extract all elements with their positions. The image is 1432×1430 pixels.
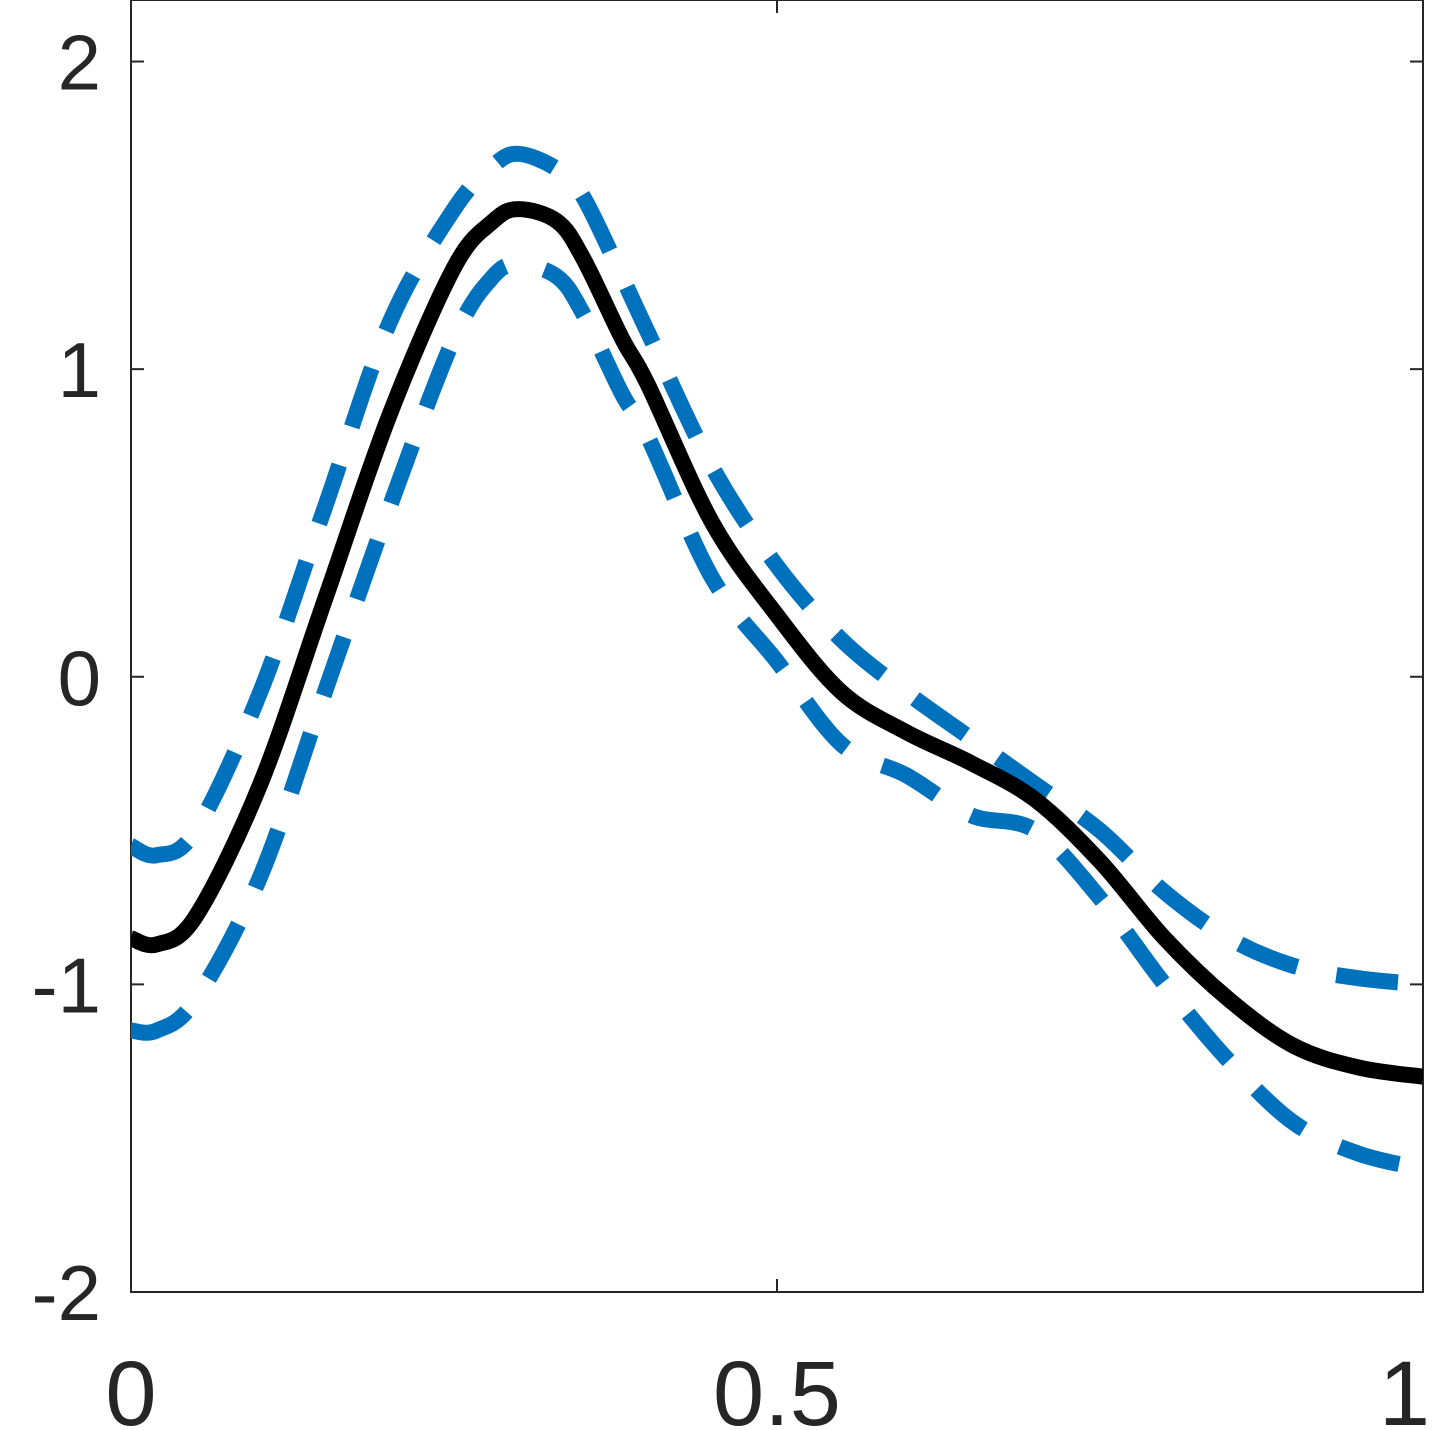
y-tick-label: 0 bbox=[58, 634, 101, 722]
x-tick-label: 0.5 bbox=[713, 1343, 841, 1430]
y-tick-label: 2 bbox=[58, 19, 101, 107]
y-tick-label: -1 bbox=[32, 941, 101, 1029]
y-tick-label: -2 bbox=[32, 1249, 101, 1337]
plot-area bbox=[130, 0, 1424, 1293]
x-tick-label: 0 bbox=[105, 1343, 156, 1430]
series-line-dashed-2 bbox=[131, 256, 1423, 1177]
y-tick-label: 1 bbox=[58, 326, 101, 414]
series-line-dashed-1 bbox=[131, 145, 1423, 993]
x-tick-label: 1 bbox=[1379, 1343, 1430, 1430]
series-line-solid-0 bbox=[131, 201, 1423, 1085]
